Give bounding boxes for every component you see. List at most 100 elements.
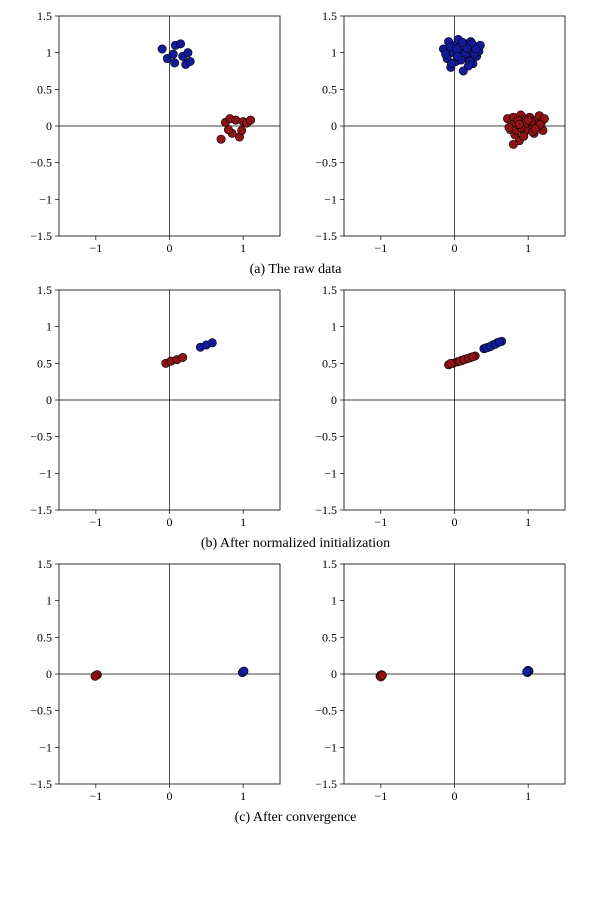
y-tick-label: 1 (331, 46, 337, 60)
data-point (471, 45, 479, 53)
data-point (453, 52, 461, 60)
scatter-panel: −1.5−1−0.500.511.5−101 (306, 284, 571, 534)
y-tick-label: −0.5 (315, 430, 337, 444)
y-tick-label: 0.5 (37, 630, 52, 644)
data-point (237, 126, 245, 134)
x-tick-label: 1 (525, 789, 531, 803)
y-tick-label: 0.5 (322, 630, 337, 644)
y-tick-label: −1 (324, 466, 337, 480)
data-point (178, 353, 186, 361)
data-point (185, 57, 193, 65)
y-tick-label: −1 (39, 740, 52, 754)
y-tick-label: 1 (46, 594, 52, 608)
y-tick-label: −1.5 (30, 229, 52, 243)
panel-row: −1.5−1−0.500.511.5−101−1.5−1−0.500.511.5… (5, 10, 586, 260)
scatter-panel: −1.5−1−0.500.511.5−101 (21, 284, 286, 534)
y-tick-label: 1.5 (37, 558, 52, 571)
panel: −1.5 −1 −0.5 0 0.5 1 1.5 −1 0 1 (21, 558, 286, 808)
x-tick-label: 1 (240, 789, 246, 803)
y-tick-label: 1.5 (322, 10, 337, 23)
scatter-panel: −1.5−1−0.500.511.5−101 (21, 10, 286, 260)
subcaption: (a) The raw data (5, 262, 586, 278)
y-tick-label: −0.5 (30, 430, 52, 444)
y-tick-label: 0 (46, 119, 52, 133)
y-tick-label: 0 (331, 667, 337, 681)
data-point (216, 135, 224, 143)
y-tick-label: 1 (331, 594, 337, 608)
data-point (515, 120, 523, 128)
panel: −1.5−1−0.500.511.5−101 (306, 558, 571, 808)
data-point (509, 140, 517, 148)
y-tick-label: 0 (331, 393, 337, 407)
y-tick-label: −1 (39, 192, 52, 206)
y-tick-label: 1 (331, 320, 337, 334)
y-tick-label: −0.5 (30, 156, 52, 170)
y-tick-label: 1.5 (322, 558, 337, 571)
x-tick-label: 0 (451, 515, 457, 529)
data-point (531, 125, 539, 133)
y-tick-label: 0 (46, 393, 52, 407)
panel: −1.5−1−0.500.511.5−101 (306, 284, 571, 534)
x-tick-label: −1 (89, 789, 102, 803)
x-tick-label: −1 (374, 789, 387, 803)
data-point (447, 59, 455, 67)
data-point (378, 671, 386, 679)
y-tick-label: 0 (331, 119, 337, 133)
y-tick-label: −1.5 (315, 503, 337, 517)
data-point (495, 338, 503, 346)
data-point (523, 116, 531, 124)
x-tick-label: 0 (451, 241, 457, 255)
x-tick-label: 0 (451, 789, 457, 803)
x-tick-label: 1 (525, 241, 531, 255)
y-tick-label: 1 (46, 320, 52, 334)
x-tick-label: 0 (166, 789, 172, 803)
data-point (183, 48, 191, 56)
y-tick-label: −1 (39, 466, 52, 480)
x-tick-label: 1 (240, 515, 246, 529)
x-tick-label: −1 (374, 515, 387, 529)
data-point (441, 50, 449, 58)
y-tick-label: −1.5 (315, 229, 337, 243)
x-tick-label: −1 (89, 515, 102, 529)
panel-row: −1.5−1−0.500.511.5−101−1.5−1−0.500.511.5… (5, 284, 586, 534)
y-tick-label: −1.5 (30, 777, 52, 791)
scatter-panel: −1.5−1−0.500.511.5−101 (306, 558, 571, 808)
data-point (239, 667, 247, 675)
data-point (157, 45, 165, 53)
panel-row: −1.5−1−0.500.511.5−101−1.5−1−0.500.511.5… (5, 558, 586, 808)
y-tick-label: −1 (324, 740, 337, 754)
panel: −1.5−1−0.500.511.5−101 (21, 284, 286, 534)
y-tick-label: 1 (46, 46, 52, 60)
data-point (458, 38, 466, 46)
data-point (231, 116, 239, 124)
y-tick-label: −0.5 (315, 704, 337, 718)
subcaption: (c) After convergence (5, 810, 586, 826)
data-point (170, 59, 178, 67)
panel: −1.5−1−0.500.511.5−101 (21, 10, 286, 260)
x-tick-label: 0 (166, 241, 172, 255)
panel: −1.5−1−0.500.511.5−101 (306, 10, 571, 260)
data-point (224, 125, 232, 133)
figure: −1.5 −1 −0.5 0 0.5 1 1.5 −1 0 1 −1.5 −1 −0.5 0 0.5 1 1.5… (5, 10, 586, 826)
scatter-panel: −1.5 −1 −0.5 0 0.5 1 1.5 −1 0 1 (21, 558, 286, 808)
y-tick-label: 1.5 (322, 284, 337, 297)
x-tick-label: 0 (166, 515, 172, 529)
data-point (246, 116, 254, 124)
y-tick-label: 0.5 (322, 82, 337, 96)
y-tick-label: 1.5 (37, 284, 52, 297)
data-point (446, 359, 454, 367)
data-point (90, 672, 98, 680)
data-point (208, 339, 216, 347)
data-point (522, 668, 530, 676)
y-tick-label: −0.5 (315, 156, 337, 170)
x-tick-label: −1 (89, 241, 102, 255)
scatter-panel: −1.5−1−0.500.511.5−101 (306, 10, 571, 260)
y-tick-label: −1.5 (30, 503, 52, 517)
data-point (176, 40, 184, 48)
y-tick-label: −1 (324, 192, 337, 206)
subcaption: (b) After normalized initialization (5, 536, 586, 552)
data-point (468, 353, 476, 361)
y-tick-label: −0.5 (30, 704, 52, 718)
y-tick-label: 0 (46, 667, 52, 681)
data-point (464, 62, 472, 70)
